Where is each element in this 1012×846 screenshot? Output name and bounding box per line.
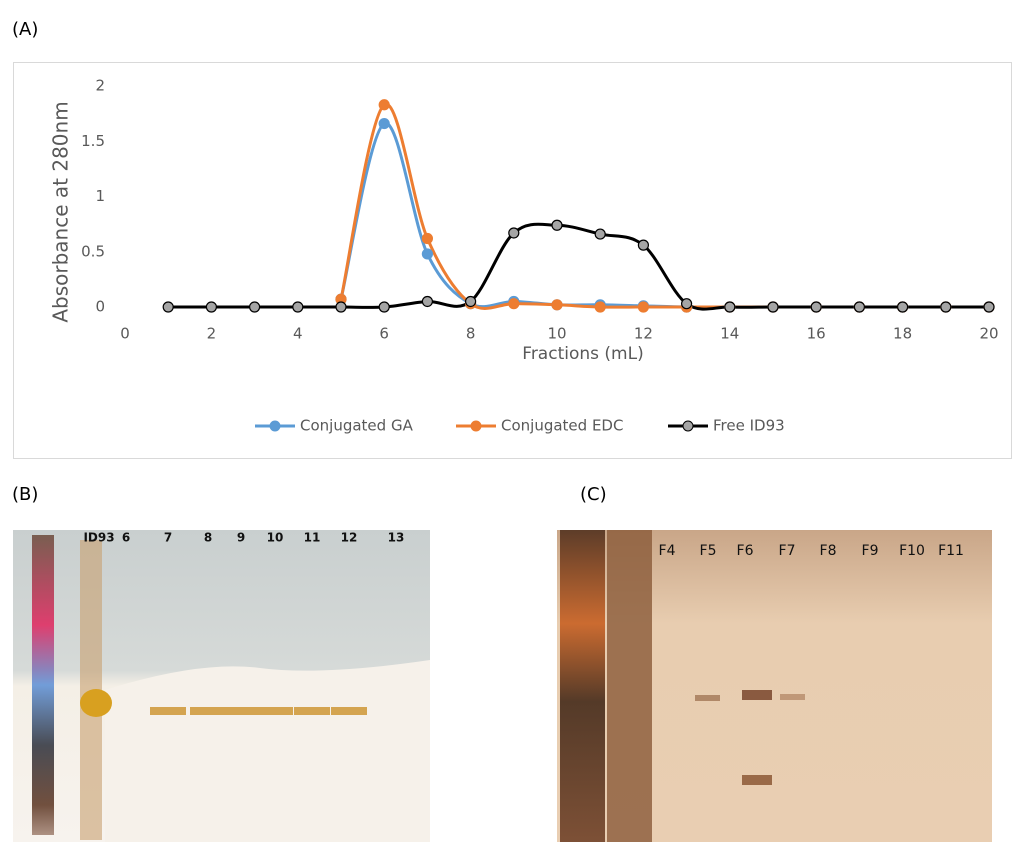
legend-label: Free ID93: [713, 417, 785, 435]
data-point: [378, 99, 390, 111]
lane-label: F11: [938, 543, 964, 559]
data-point: [551, 299, 563, 311]
data-point: [896, 301, 909, 313]
x-tick-label: 20: [979, 325, 998, 343]
x-tick-label: 0: [120, 325, 130, 343]
data-point: [421, 232, 433, 245]
data-point: [940, 301, 952, 313]
legend-label: Conjugated GA: [300, 417, 414, 435]
data-point: [637, 239, 650, 251]
x-tick-label: 2: [207, 325, 217, 343]
legend-marker: [682, 420, 694, 432]
lane-label: 6: [122, 531, 130, 545]
data-point: [421, 248, 433, 260]
data-point: [637, 301, 650, 313]
data-point: [249, 301, 261, 313]
x-tick-label: 18: [893, 325, 912, 343]
legend-label: Conjugated EDC: [501, 417, 623, 435]
data-point: [594, 228, 606, 240]
gel-band: [331, 707, 367, 715]
lane-label: 7: [164, 531, 172, 545]
x-tick-label: 16: [807, 325, 826, 343]
x-tick-label: 10: [547, 325, 566, 343]
y-tick-label: 2: [95, 77, 105, 95]
y-tick-label: 0: [95, 298, 105, 316]
panel-label: (A): [12, 19, 38, 40]
x-tick-label: 6: [379, 325, 389, 343]
x-tick-label: 14: [720, 325, 739, 343]
lane-label: 11: [304, 531, 321, 545]
data-point: [551, 219, 563, 231]
series-line: [168, 222, 989, 311]
lane-label: F8: [820, 543, 837, 559]
chart-frame: [13, 62, 1012, 459]
data-point: [853, 301, 866, 313]
data-point: [378, 117, 390, 130]
gel-c: [557, 530, 992, 842]
data-point: [162, 301, 174, 313]
panel-label: (B): [12, 484, 38, 505]
data-point: [508, 227, 520, 239]
x-tick-label: 4: [293, 325, 303, 343]
data-point: [292, 301, 304, 313]
lane-label: F7: [779, 543, 796, 559]
gel-band: [190, 707, 226, 715]
x-tick-label: 8: [466, 325, 476, 343]
lane-label: 8: [204, 531, 212, 545]
lane-label: ID93: [83, 531, 114, 545]
y-tick-label: 1: [95, 187, 105, 205]
data-point: [335, 301, 347, 313]
lane-label: 9: [237, 531, 245, 545]
data-point: [810, 301, 822, 313]
gel-b: [13, 530, 430, 842]
lane-label: F9: [862, 543, 879, 559]
gel-band: [294, 707, 330, 715]
y-tick-label: 0.5: [81, 242, 105, 260]
data-point: [465, 295, 477, 308]
y-tick-label: 1.5: [81, 132, 105, 150]
data-point: [421, 295, 433, 308]
lane-label: F5: [700, 543, 717, 559]
lane-label: F4: [659, 543, 676, 559]
lane-label: F6: [737, 543, 754, 559]
data-point: [724, 301, 736, 313]
lane-label: 12: [341, 531, 358, 545]
gel-band: [150, 707, 186, 715]
legend-marker: [470, 420, 482, 432]
lane-label: F10: [899, 543, 925, 559]
data-point: [680, 298, 693, 310]
y-axis-title: Absorbance at 280nm: [49, 101, 73, 322]
x-tick-label: 12: [634, 325, 653, 343]
x-axis-title: Fractions (mL): [522, 344, 643, 364]
data-point: [378, 301, 390, 313]
legend-marker: [269, 420, 281, 432]
data-point: [508, 298, 520, 310]
lane-label: 10: [267, 531, 284, 545]
data-point: [594, 301, 606, 313]
lane-labels: ID93 6 7 8 9 10 11 12 13 F4 F5 F6 F7 F8 F9 F10 F11: [83, 531, 964, 560]
gel-band: [223, 707, 259, 715]
data-point: [983, 301, 995, 313]
data-point: [205, 301, 217, 313]
data-point: [767, 301, 779, 313]
gel-band: [257, 707, 293, 715]
panel-label: (C): [580, 484, 607, 505]
lane-label: 13: [388, 531, 405, 545]
